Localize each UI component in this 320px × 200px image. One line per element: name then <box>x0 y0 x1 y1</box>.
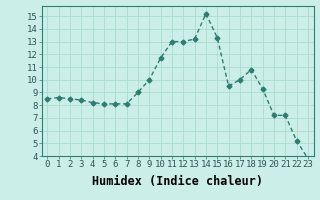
X-axis label: Humidex (Indice chaleur): Humidex (Indice chaleur) <box>92 175 263 188</box>
